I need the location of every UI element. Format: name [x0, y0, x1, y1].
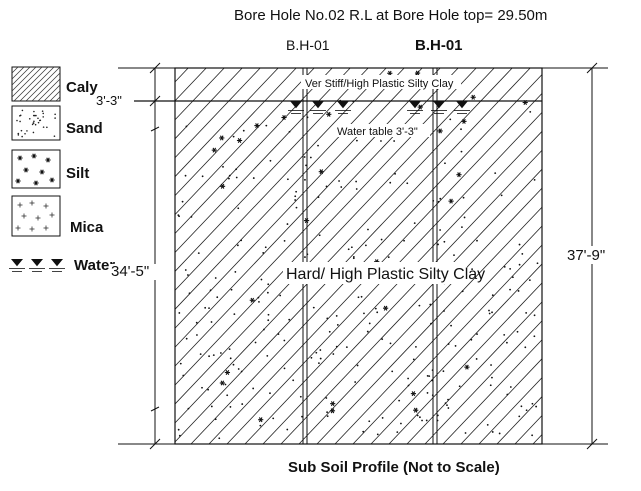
legend-mica-swatch — [11, 195, 61, 237]
borehole-columns — [302, 68, 438, 444]
lower-layer-depth: 34'-5" — [111, 263, 149, 280]
water-table-marker-icon — [288, 101, 470, 114]
left-dimension — [118, 62, 175, 450]
main-layer-label: Hard/ High Plastic Silty Clay — [286, 266, 485, 283]
profile-box — [174, 67, 543, 445]
legend: Caly Sand Silt Mica Water — [9, 66, 115, 274]
legend-mica-label: Mica — [70, 219, 104, 236]
legend-sand-label: Sand — [66, 120, 103, 137]
soil-profile: Ver Stiff/High Plastic Silty Clay Water … — [128, 67, 543, 445]
borehole-label-1: B.H-01 — [286, 37, 330, 53]
borehole-label-2: B.H-01 — [415, 37, 463, 54]
legend-sand-swatch — [11, 105, 61, 141]
legend-silt-label: Silt — [66, 165, 89, 182]
top-layer-label: Ver Stiff/High Plastic Silty Clay — [305, 78, 454, 90]
diagram-caption: Sub Soil Profile (Not to Scale) — [288, 459, 500, 476]
total-depth: 37'-9" — [567, 247, 605, 264]
top-layer-depth: 3'-3" — [96, 93, 122, 108]
water-table-label: Water table 3'-3" — [337, 126, 418, 138]
diagram-title: Bore Hole No.02 R.L at Bore Hole top= 29… — [234, 7, 547, 24]
water-symbol-icon — [9, 259, 65, 273]
legend-water-label: Water — [74, 257, 115, 274]
legend-clay-label: Caly — [66, 79, 98, 96]
